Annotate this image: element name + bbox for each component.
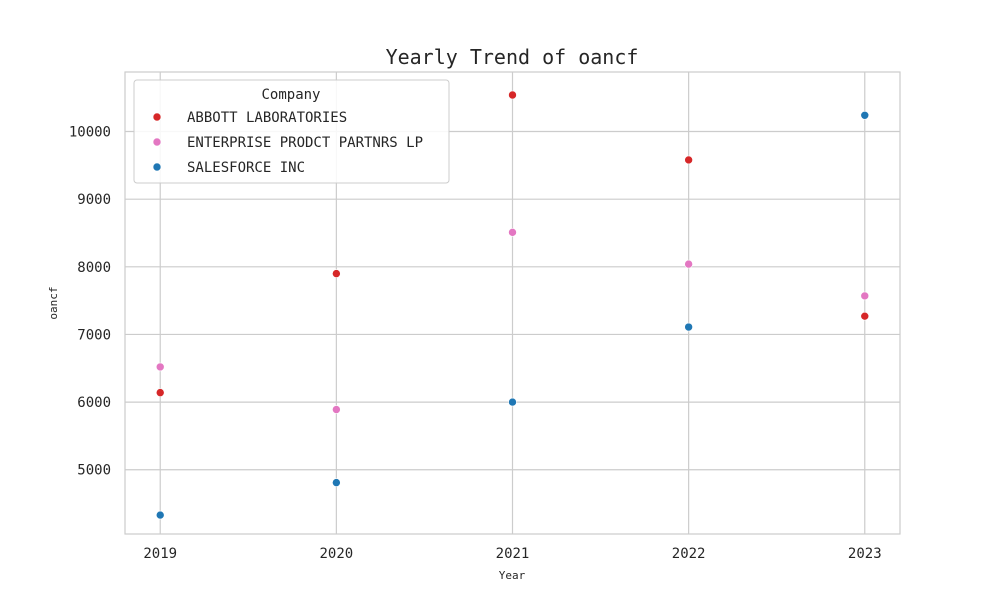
data-point [684,259,693,269]
x-axis-label: Year [499,569,526,582]
data-point [684,155,693,165]
data-point [508,397,517,407]
data-point [155,362,165,372]
y-tick-label: 8000 [77,260,111,276]
legend-marker [152,137,162,147]
legend: Company ABBOTT LABORATORIES ENTERPRISE PR… [133,79,450,184]
data-point [155,510,165,520]
data-points [155,90,870,520]
data-point [860,311,870,321]
y-tick-label: 6000 [77,395,111,411]
legend-label: ENTERPRISE PRODCT PARTNRS LP [187,135,423,151]
x-tick-label: 2021 [496,546,530,562]
data-point [860,110,870,120]
x-tick-label: 2020 [320,546,354,562]
data-point [332,405,341,414]
legend-marker [152,112,162,122]
x-tick-label: 2023 [848,546,882,562]
tick-labels: 2019 2020 2021 2022 2023 5000 6000 7000 8000 9000… [69,125,882,562]
chart-title: Yearly Trend of oancf [386,45,639,69]
legend-label: ABBOTT LABORATORIES [187,110,347,126]
x-tick-label: 2022 [672,546,706,562]
data-point [860,291,870,301]
data-point [332,269,341,278]
y-tick-label: 7000 [77,327,111,343]
y-tick-label: 10000 [69,125,111,141]
legend-marker [152,162,162,172]
y-tick-label: 5000 [77,463,111,479]
y-tick-label: 9000 [77,192,111,208]
data-point [508,90,517,100]
data-point [332,478,341,487]
x-tick-label: 2019 [143,546,177,562]
legend-label: SALESFORCE INC [187,160,305,176]
y-axis-label: oancf [47,286,60,319]
data-point [684,322,693,332]
legend-box [133,79,450,184]
plot-area-frame [124,71,901,535]
data-point [155,388,165,397]
data-point [508,228,517,237]
legend-title: Company [261,87,320,103]
